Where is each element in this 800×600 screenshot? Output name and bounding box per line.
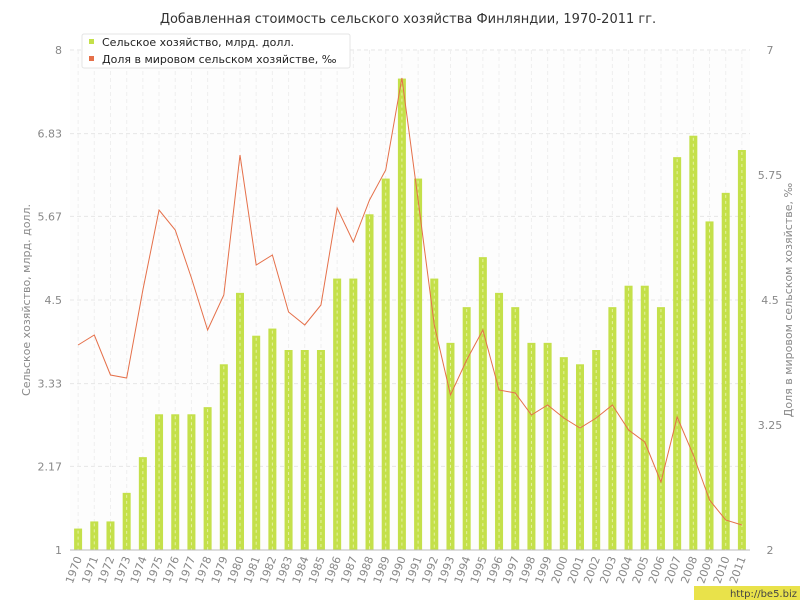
bar — [640, 285, 649, 550]
bar — [462, 307, 471, 550]
watermark-text: http://be5.biz — [730, 589, 797, 600]
bar — [155, 414, 164, 550]
right-axis-label: Доля в мировом сельском хозяйстве, ‰ — [782, 183, 795, 418]
bar — [203, 407, 212, 550]
legend-marker-line — [89, 56, 94, 61]
left-tick-label: 2.17 — [38, 460, 63, 473]
bar-series — [74, 78, 746, 551]
left-tick-label: 8 — [55, 44, 62, 57]
legend-box — [81, 33, 351, 69]
bar — [543, 342, 552, 550]
legend-item-bar: Сельское хозяйство, млрд. долл. — [102, 36, 294, 49]
legend-marker-bar — [89, 39, 94, 44]
watermark: http://be5.biz — [694, 586, 800, 600]
right-tick-label: 2 — [767, 544, 774, 557]
bar — [187, 414, 196, 550]
right-axis-ticks: 2 3.25 4.5 5.75 7 — [758, 44, 783, 557]
bar — [624, 285, 633, 550]
legend: Сельское хозяйство, млрд. долл. Доля в м… — [81, 33, 351, 69]
left-tick-label: 4.5 — [45, 294, 63, 307]
left-tick-label: 6.83 — [38, 128, 63, 141]
line-series — [77, 77, 743, 526]
bar — [559, 357, 568, 550]
chart-title: Добавленная стоимость сельского хозяйств… — [160, 12, 656, 27]
bar — [527, 342, 536, 550]
right-tick-label: 4.5 — [761, 294, 779, 307]
bar — [381, 178, 390, 551]
right-tick-label: 7 — [767, 44, 774, 57]
bar — [365, 214, 374, 551]
bar — [414, 178, 423, 551]
left-axis-ticks: 1 2.17 3.33 4.5 5.67 6.83 8 — [38, 44, 63, 557]
right-tick-label: 3.25 — [758, 419, 783, 432]
bar — [656, 307, 665, 550]
left-tick-label: 5.67 — [38, 210, 63, 223]
left-tick-label: 1 — [55, 544, 62, 557]
bar — [608, 307, 617, 550]
bar — [446, 342, 455, 550]
right-tick-label: 5.75 — [758, 169, 783, 182]
left-axis-label: Сельское хозяйство, млрд. долл. — [20, 204, 33, 396]
bar — [171, 414, 180, 550]
bar — [397, 78, 406, 551]
bar — [252, 335, 261, 550]
bar — [511, 307, 520, 550]
legend-item-line: Доля в мировом сельском хозяйстве, ‰ — [102, 53, 337, 66]
left-tick-label: 3.33 — [38, 378, 63, 391]
